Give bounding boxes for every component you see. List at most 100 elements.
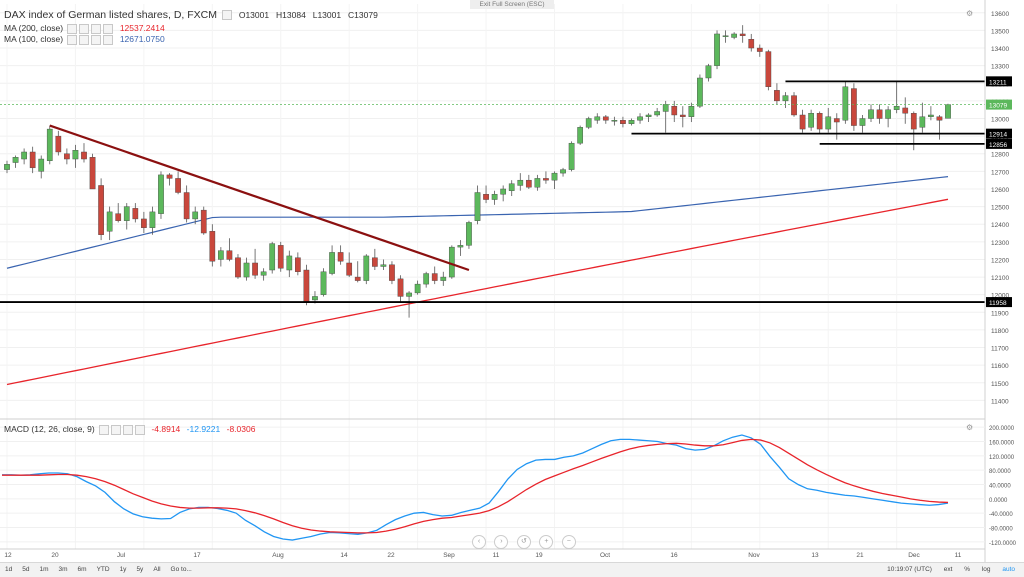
clock: 10:19:07 (UTC) <box>887 566 932 573</box>
candle <box>115 203 122 223</box>
timeframe-button[interactable]: 3m <box>58 566 68 573</box>
macd-settings-icon[interactable]: ⚙ <box>966 423 974 432</box>
eye-icon[interactable] <box>99 424 110 435</box>
candle <box>166 173 173 186</box>
zoom-in-icon[interactable]: + <box>539 535 554 549</box>
macd-line <box>2 434 949 541</box>
candle <box>816 111 823 135</box>
time-tick-label: 17 <box>193 552 201 559</box>
candle <box>731 32 737 40</box>
macd-tick-label: 80.0000 <box>989 469 1011 475</box>
candle <box>183 185 190 223</box>
bottom-right-controls: 10:19:07 (UTC) ext % log auto <box>882 563 1020 577</box>
candle <box>389 261 395 285</box>
candle <box>354 261 361 283</box>
time-tick-label: Jul <box>117 552 126 559</box>
candle <box>337 245 344 265</box>
candle <box>448 245 455 279</box>
more-icon[interactable] <box>103 34 114 45</box>
candle <box>363 254 370 285</box>
candle <box>12 155 19 168</box>
candle-body <box>799 114 806 130</box>
price-tick-label: 12000 <box>991 293 1009 300</box>
candle <box>235 254 241 279</box>
close-icon[interactable] <box>123 424 134 435</box>
timeframe-button[interactable]: All <box>153 566 161 573</box>
timeframe-button[interactable]: 1m <box>39 566 49 573</box>
more-icon[interactable] <box>135 424 146 435</box>
candle <box>29 146 36 174</box>
percent-toggle[interactable]: % <box>964 566 971 573</box>
log-toggle[interactable]: log <box>981 566 991 573</box>
close-icon[interactable] <box>91 23 102 34</box>
settings-icon[interactable]: ⚙ <box>966 9 974 18</box>
candle-body <box>29 151 36 169</box>
level-label: 12856 <box>989 142 1007 149</box>
time-tick-label: Dec <box>908 552 920 559</box>
zoom-out-icon[interactable]: − <box>561 535 576 549</box>
candle-body <box>500 188 507 195</box>
hide-icon[interactable] <box>221 10 232 21</box>
timeframe-button[interactable]: YTD <box>96 566 110 573</box>
trendline <box>49 124 470 272</box>
timeframe-button[interactable]: 5y <box>136 566 144 573</box>
price-tick-label: 11900 <box>991 310 1009 317</box>
timeframe-button[interactable]: 1y <box>119 566 127 573</box>
candle-body <box>585 118 592 128</box>
candle-body <box>371 257 378 267</box>
close-icon[interactable] <box>91 34 102 45</box>
timeframe-button[interactable]: 5d <box>22 566 30 573</box>
candle <box>645 113 652 123</box>
symbol-title: DAX index of German listed shares, D, FX… <box>4 9 217 21</box>
candle <box>226 238 233 262</box>
exit-fullscreen-hint[interactable]: Exit Full Screen (ESC) <box>470 0 554 9</box>
candle <box>842 81 849 124</box>
candle <box>89 153 96 190</box>
more-icon[interactable] <box>103 23 114 34</box>
bottom-toolbar: 1d 5d 1m 3m 6m YTD 1y 5y All Go to... 10:19:07 (U… <box>0 562 1024 577</box>
candle <box>739 25 746 43</box>
candle-body <box>55 135 62 153</box>
time-tick-label: Oct <box>600 552 610 559</box>
auto-toggle[interactable]: auto <box>1002 566 1015 573</box>
timeframe-button[interactable]: Go to... <box>170 566 192 573</box>
reset-icon[interactable]: ↺ <box>516 535 531 549</box>
candle-body <box>936 116 943 121</box>
price-tick-label: 11400 <box>991 398 1009 405</box>
gear-icon[interactable] <box>79 23 90 34</box>
candle-body <box>448 246 455 278</box>
candle <box>218 247 224 267</box>
gear-icon[interactable] <box>79 34 90 45</box>
candle <box>192 206 199 225</box>
candle-body <box>671 105 678 116</box>
ma200-line <box>6 198 949 386</box>
timeframe-button[interactable]: 1d <box>5 566 13 573</box>
price-tick-label: 12400 <box>991 222 1009 229</box>
candle-body <box>252 262 258 276</box>
scroll-left-icon[interactable]: ‹ <box>472 535 486 549</box>
candle-body <box>200 209 207 234</box>
candle <box>893 81 900 114</box>
eye-icon[interactable] <box>67 34 78 45</box>
gear-icon[interactable] <box>111 424 122 435</box>
price-tick-label: 12500 <box>991 205 1009 212</box>
candle <box>697 74 703 108</box>
candle <box>919 102 926 133</box>
candle-body <box>406 292 412 297</box>
candle <box>200 206 207 235</box>
candle <box>46 125 53 165</box>
candle-body <box>645 114 652 117</box>
candle <box>671 100 678 123</box>
eye-icon[interactable] <box>67 23 78 34</box>
candle-body <box>902 107 909 114</box>
scroll-right-icon[interactable]: › <box>494 535 509 549</box>
timeframe-button[interactable]: 6m <box>77 566 87 573</box>
candle-body <box>12 157 19 163</box>
candle <box>560 167 566 177</box>
candle-body <box>363 255 370 281</box>
candle <box>551 171 558 189</box>
ext-toggle[interactable]: ext <box>943 566 953 573</box>
candle <box>902 97 909 124</box>
candle <box>722 30 729 43</box>
